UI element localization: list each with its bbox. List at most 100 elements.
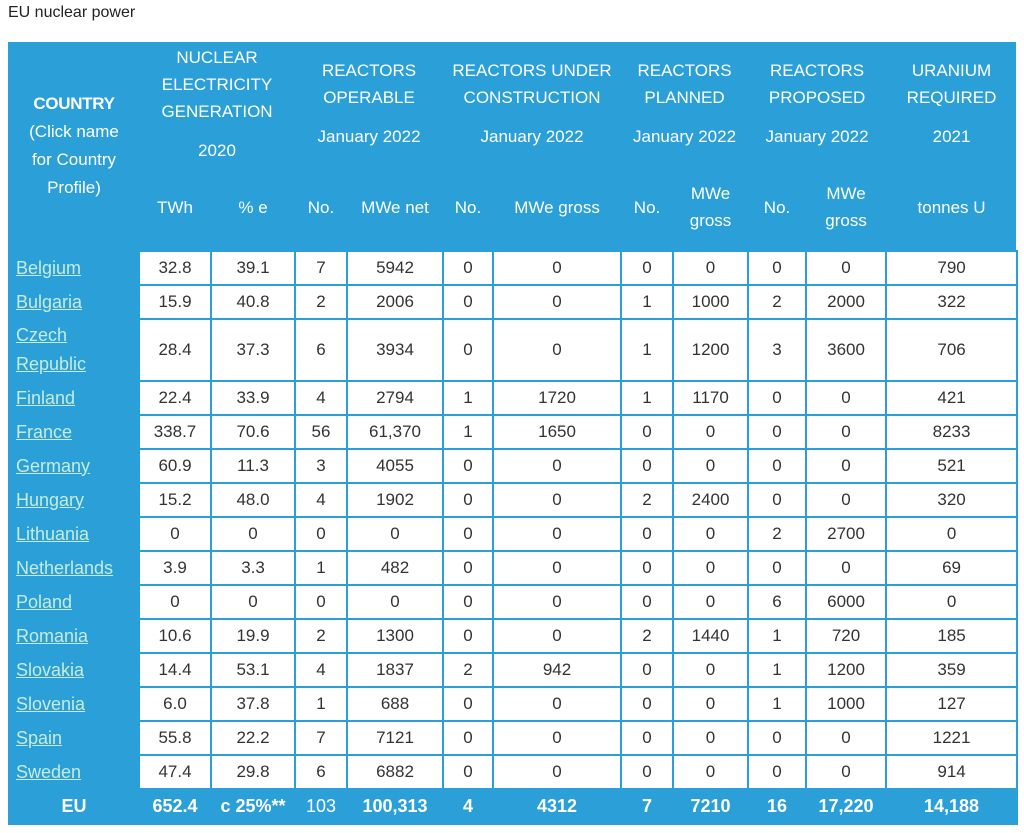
- country-cell: Slovenia: [8, 686, 140, 722]
- cell-op-no: 7: [294, 250, 349, 286]
- table-row: Belgium 32.8 39.1 7 5942 0 0 0 0 0 0 790: [8, 250, 1019, 286]
- cell-u: 0: [885, 516, 1019, 552]
- total-cell-pl-mwe: 7210: [672, 788, 750, 825]
- unit-header: MWe gross: [825, 184, 867, 230]
- country-profile-link[interactable]: Romania: [16, 625, 89, 646]
- unit-header: tonnes U: [917, 197, 986, 217]
- cell-uc-mwe: 0: [492, 584, 623, 620]
- table-row: Bulgaria 15.9 40.8 2 2006 0 0 1 1000 2 2000 322: [8, 284, 1019, 320]
- total-label: EU: [8, 788, 140, 825]
- country-header: COUNTRY (Click name for Country Profile): [9, 42, 139, 251]
- cell-pl-mwe: 1200: [672, 318, 750, 382]
- table-row: Finland 22.4 33.9 4 2794 1 1720 1 1170 0 0 421: [8, 380, 1019, 416]
- cell-pct: 11.3: [209, 448, 297, 484]
- cell-twh: 55.8: [138, 720, 212, 756]
- country-profile-link[interactable]: Finland: [16, 387, 76, 408]
- cell-pct: 0: [209, 584, 297, 620]
- cell-pr-mwe: 0: [805, 550, 888, 586]
- country-profile-link[interactable]: Lithuania: [16, 523, 90, 544]
- cell-pr-no: 0: [747, 380, 808, 416]
- total-cell-uc-mwe: 4312: [492, 788, 623, 825]
- total-cell-u: 14,188: [885, 788, 1019, 825]
- cell-op-mwe: 4055: [346, 448, 445, 484]
- cell-pl-no: 1: [620, 318, 675, 382]
- cell-uc-mwe: 0: [492, 618, 623, 654]
- cell-uc-no: 0: [442, 686, 495, 722]
- table-row: Sweden 47.4 29.8 6 6882 0 0 0 0 0 0 914: [8, 754, 1019, 790]
- cell-pl-no: 0: [620, 720, 675, 756]
- total-cell-uc-no: 4: [442, 788, 495, 825]
- country-profile-link[interactable]: Belgium: [16, 257, 82, 278]
- country-profile-link[interactable]: Bulgaria: [16, 291, 83, 312]
- cell-pl-mwe: 0: [672, 686, 750, 722]
- planned-header-label: REACTORS PLANNED: [637, 60, 732, 107]
- cell-uc-no: 1: [442, 414, 495, 450]
- country-cell: Slovakia: [8, 652, 140, 688]
- country-header-note: (Click name for Country Profile): [29, 122, 119, 197]
- table-row: Slovakia 14.4 53.1 4 1837 2 942 0 0 1 1200 359: [8, 652, 1019, 688]
- cell-uc-no: 0: [442, 448, 495, 484]
- cell-op-mwe: 7121: [346, 720, 445, 756]
- cell-u: 521: [885, 448, 1019, 484]
- cell-uc-no: 0: [442, 618, 495, 654]
- country-profile-link[interactable]: Slovenia: [16, 693, 86, 714]
- cell-pr-mwe: 0: [805, 414, 888, 450]
- cell-op-mwe: 3934: [346, 318, 445, 382]
- cell-pl-no: 0: [620, 414, 675, 450]
- cell-op-mwe: 61,370: [346, 414, 445, 450]
- cell-pct: 29.8: [209, 754, 297, 790]
- country-profile-link[interactable]: Poland: [16, 591, 73, 612]
- cell-twh: 15.9: [138, 284, 212, 320]
- cell-uc-mwe: 0: [492, 516, 623, 552]
- cell-op-mwe: 5942: [346, 250, 445, 286]
- country-profile-link[interactable]: France: [16, 421, 73, 442]
- cell-uc-mwe: 0: [492, 284, 623, 320]
- cell-uc-mwe: 942: [492, 652, 623, 688]
- cell-pl-mwe: 0: [672, 250, 750, 286]
- cell-op-no: 2: [294, 618, 349, 654]
- cell-op-mwe: 482: [346, 550, 445, 586]
- cell-uc-no: 0: [442, 284, 495, 320]
- cell-pr-no: 0: [747, 448, 808, 484]
- cell-u: 185: [885, 618, 1019, 654]
- country-profile-link[interactable]: Netherlands: [16, 557, 114, 578]
- cell-pr-mwe: 2700: [805, 516, 888, 552]
- country-profile-link[interactable]: Hungary: [16, 489, 85, 510]
- cell-pl-no: 1: [620, 380, 675, 416]
- country-profile-link[interactable]: Slovakia: [16, 659, 85, 680]
- cell-pct: 48.0: [209, 482, 297, 518]
- country-profile-link[interactable]: Sweden: [16, 761, 82, 782]
- cell-pr-mwe: 2000: [805, 284, 888, 320]
- table-row: Lithuania 0 0 0 0 0 0 0 0 2 2700 0: [8, 516, 1019, 552]
- cell-pr-mwe: 0: [805, 250, 888, 286]
- total-cell-op-no: 103: [294, 788, 349, 825]
- cell-pl-no: 0: [620, 250, 675, 286]
- cell-twh: 32.8: [138, 250, 212, 286]
- cell-uc-no: 0: [442, 584, 495, 620]
- country-cell: Poland: [8, 584, 140, 620]
- cell-op-no: 1: [294, 550, 349, 586]
- cell-pl-no: 2: [620, 618, 675, 654]
- cell-pr-no: 6: [747, 584, 808, 620]
- cell-uc-mwe: 0: [492, 754, 623, 790]
- cell-pr-mwe: 1000: [805, 686, 888, 722]
- cell-pct: 37.3: [209, 318, 297, 382]
- cell-op-no: 4: [294, 482, 349, 518]
- cell-pct: 40.8: [209, 284, 297, 320]
- country-profile-link[interactable]: Czech Republic: [16, 325, 87, 374]
- cell-uc-mwe: 0: [492, 318, 623, 382]
- cell-pl-mwe: 0: [672, 720, 750, 756]
- cell-op-no: 4: [294, 652, 349, 688]
- cell-pr-no: 1: [747, 652, 808, 688]
- nuclear-power-table: COUNTRY (Click name for Country Profile)…: [8, 42, 1019, 825]
- country-profile-link[interactable]: Germany: [16, 455, 91, 476]
- cell-uc-no: 1: [442, 380, 495, 416]
- cell-op-mwe: 1902: [346, 482, 445, 518]
- country-cell: Lithuania: [8, 516, 140, 552]
- cell-pr-mwe: 1200: [805, 652, 888, 688]
- table-row: Slovenia 6.0 37.8 1 688 0 0 0 0 1 1000 127: [8, 686, 1019, 722]
- table-row: Germany 60.9 11.3 3 4055 0 0 0 0 0 0 521: [8, 448, 1019, 484]
- cell-pr-no: 0: [747, 754, 808, 790]
- cell-u: 320: [885, 482, 1019, 518]
- country-profile-link[interactable]: Spain: [16, 727, 63, 748]
